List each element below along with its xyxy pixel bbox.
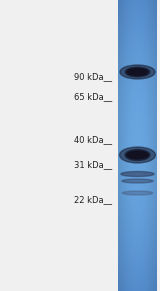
Ellipse shape <box>120 65 155 79</box>
Ellipse shape <box>127 151 148 159</box>
Ellipse shape <box>125 67 150 77</box>
Text: 40 kDa__: 40 kDa__ <box>74 136 112 145</box>
Text: 22 kDa__: 22 kDa__ <box>74 196 112 205</box>
Text: 31 kDa__: 31 kDa__ <box>74 161 112 169</box>
Ellipse shape <box>125 149 150 161</box>
Ellipse shape <box>121 171 154 177</box>
Ellipse shape <box>120 147 156 163</box>
Ellipse shape <box>127 68 148 75</box>
Ellipse shape <box>130 152 145 158</box>
Text: 90 kDa__: 90 kDa__ <box>74 72 112 81</box>
Text: 65 kDa__: 65 kDa__ <box>74 93 112 102</box>
Ellipse shape <box>122 179 153 183</box>
Ellipse shape <box>131 69 144 75</box>
Ellipse shape <box>122 191 153 195</box>
